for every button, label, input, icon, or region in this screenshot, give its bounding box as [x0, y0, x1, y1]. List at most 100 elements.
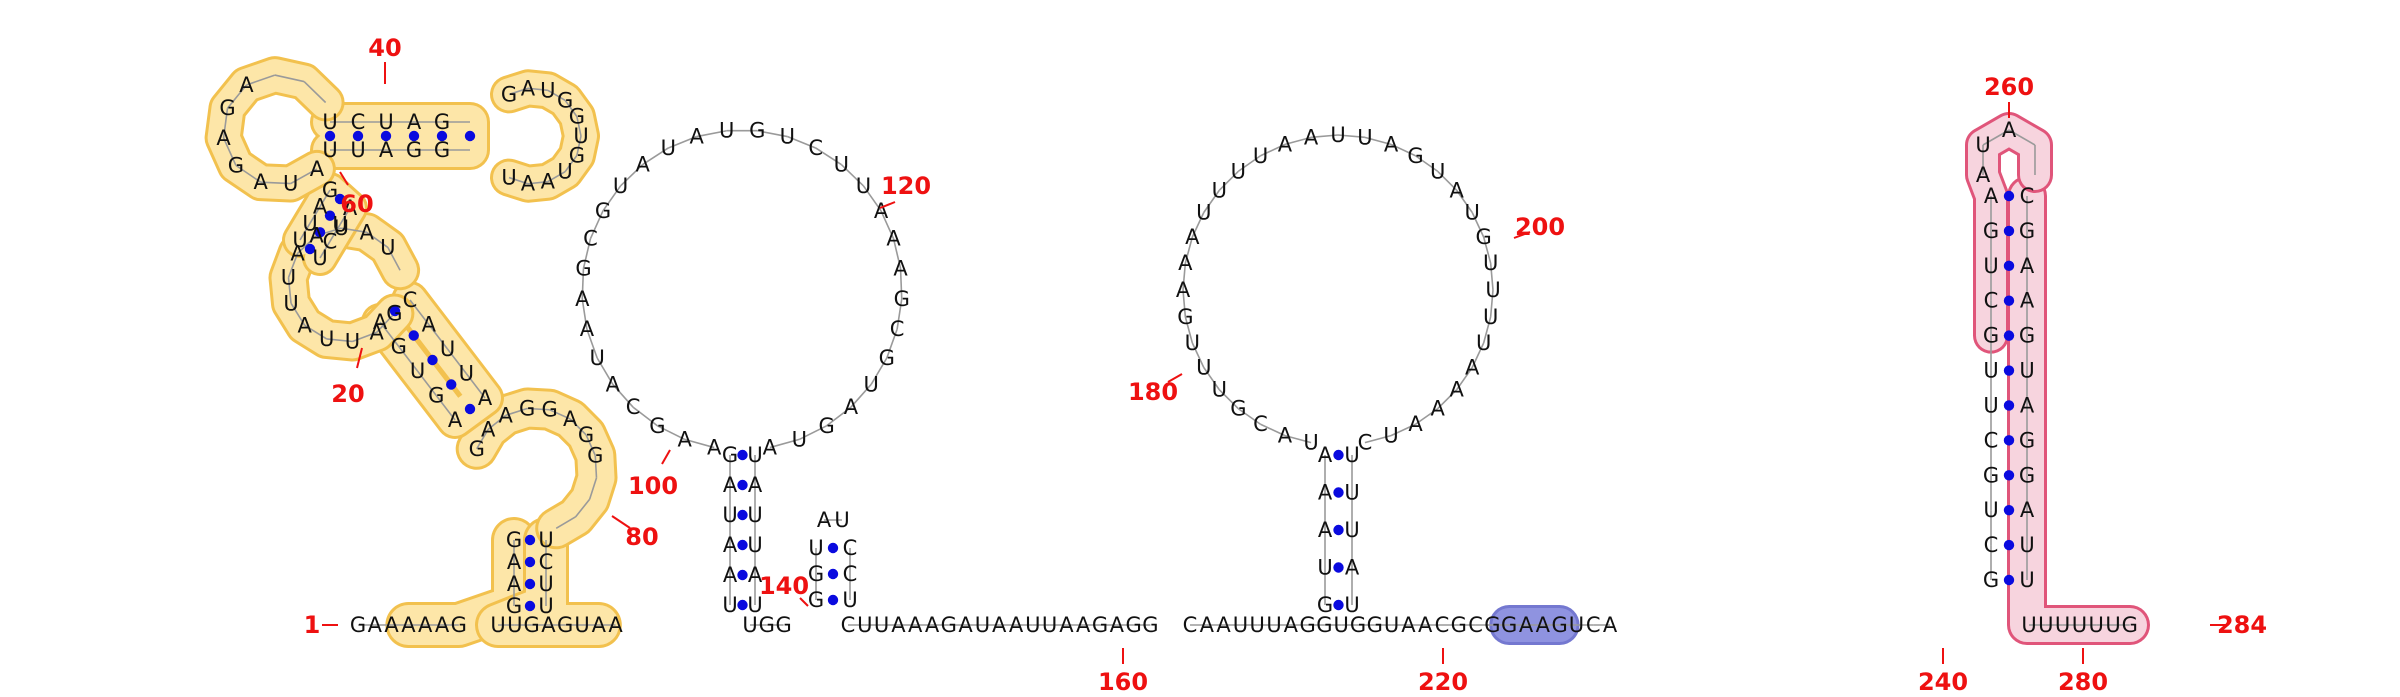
nucleotide: U [1317, 556, 1332, 580]
nucleotide: A [343, 196, 358, 220]
nucleotide: G [569, 144, 585, 168]
nucleotide: A [1318, 443, 1333, 467]
nucleotide: A [298, 313, 313, 337]
nucleotide: A [313, 195, 328, 219]
nucleotide: G [894, 287, 910, 311]
backbone-segment [487, 414, 507, 431]
nucleotide: G [386, 302, 402, 326]
nucleotide: A [435, 613, 450, 637]
nucleotide: U [857, 613, 872, 637]
nucleotide: G [1125, 613, 1141, 637]
backbone-segment [826, 406, 852, 427]
nucleotide: A [575, 287, 590, 311]
position-label: 60 [340, 190, 373, 218]
nucleotide: U [2105, 613, 2120, 637]
backbone-segment [582, 238, 592, 269]
base-pair-dot [2003, 260, 2015, 272]
nucleotide: C [1435, 613, 1450, 637]
nucleotide: G [434, 110, 450, 134]
nucleotide: U [747, 443, 762, 467]
base-pair-dot [389, 305, 401, 317]
nucleotide: G [1299, 613, 1315, 637]
nucleotide: A [723, 473, 738, 497]
nucleotide: A [507, 550, 522, 574]
nucleotide: U [747, 503, 762, 527]
backbone-segment [840, 164, 864, 187]
nucleotide: G [1551, 613, 1567, 637]
backbone-segment [319, 189, 331, 208]
nucleotide: U [589, 346, 604, 370]
nucleotide: U [1384, 613, 1399, 637]
nucleotide: A [592, 613, 607, 637]
backbone-segment [287, 253, 299, 278]
nucleotide: U [573, 124, 588, 148]
backbone-segment [1182, 263, 1187, 291]
backbone-segment [290, 168, 318, 185]
nucleotide: A [893, 256, 908, 280]
nucleotide: U [1212, 378, 1227, 402]
nucleotide: C [539, 550, 554, 574]
nucleotide: A [844, 395, 859, 419]
backbone-segment [612, 383, 634, 408]
nucleotide: A [748, 563, 763, 587]
base-pair-dot [737, 479, 748, 491]
nucleotide: A [748, 473, 763, 497]
base-pair-dot [737, 569, 748, 581]
nucleotide: U [1334, 613, 1349, 637]
nucleotide: G [569, 104, 585, 128]
nucleotide: C [1183, 613, 1198, 637]
backbone-segment [594, 455, 598, 478]
nucleotide: A [521, 76, 536, 100]
nucleotide: G [451, 613, 467, 637]
nucleotide: U [281, 266, 296, 290]
base-pair-dot [1333, 524, 1344, 536]
base-pair-dot [737, 599, 748, 611]
backbone-segment [508, 176, 529, 185]
base-pair-dot [737, 449, 748, 461]
backbone-segment [341, 227, 367, 234]
nucleotide: A [521, 172, 536, 196]
nucleotide: U [380, 235, 395, 259]
nucleotide: C [351, 110, 366, 134]
position-label: 40 [368, 34, 401, 62]
nucleotide: A [886, 227, 901, 251]
nucleotide: A [1216, 613, 1231, 637]
nucleotide: A [1076, 613, 1091, 637]
nucleotide: C [890, 317, 905, 341]
nucleotide: G [1476, 225, 1492, 249]
position-tick [879, 201, 896, 209]
position-label: 200 [1515, 213, 1565, 241]
base-pair-dot [827, 542, 839, 554]
nucleotide: C [1586, 613, 1601, 637]
nucleotide: G [2122, 613, 2138, 637]
nucleotide: U [1344, 518, 1359, 542]
base-pair-dot [314, 227, 326, 238]
nucleotide: G [219, 96, 235, 120]
base-pair-dot [446, 379, 457, 390]
nucleotide: A [1178, 251, 1193, 275]
nucleotide: U [322, 138, 337, 162]
position-label: 180 [1128, 378, 1178, 406]
nucleotide: A [448, 408, 463, 432]
nucleotide: U [319, 327, 334, 351]
nucleotide: U [1250, 613, 1265, 637]
nucleotide: A [384, 613, 399, 637]
nucleotide: U [2055, 613, 2070, 637]
backbone-segment [416, 370, 437, 396]
nucleotide: C [1253, 412, 1268, 436]
nucleotide: U [834, 153, 849, 177]
nucleotide: U [312, 246, 327, 270]
backbone-segment [376, 312, 395, 333]
nucleotide: A [360, 220, 375, 244]
backbone-segment [1284, 136, 1312, 146]
nucleotide: A [1984, 184, 1999, 208]
backbone-segment [1184, 316, 1194, 344]
nucleotide: A [541, 170, 556, 194]
nucleotide: G [587, 443, 603, 467]
backbone-segment [366, 231, 389, 249]
nucleotide: A [707, 436, 722, 460]
base-pair-dot [1333, 487, 1344, 498]
nucleotide: U [2019, 533, 2034, 557]
backbone-segment [850, 383, 872, 408]
nucleotide: U [747, 533, 762, 557]
